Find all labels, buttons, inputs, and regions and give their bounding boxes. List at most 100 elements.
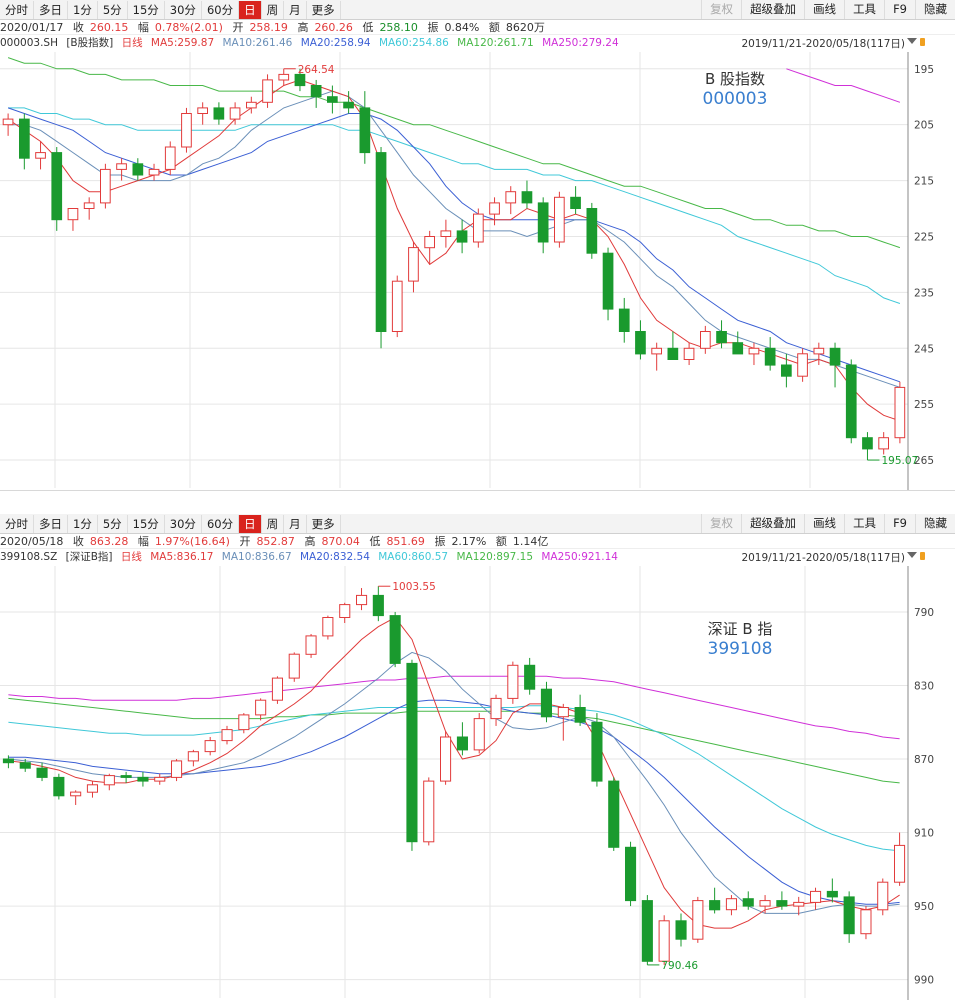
y-tick-label: 910 [914, 828, 934, 840]
ma10-line [8, 651, 900, 914]
period-button-2[interactable]: 1分 [68, 0, 98, 19]
candle-body [372, 594, 384, 617]
ma20-line [7, 107, 901, 383]
symbol-code: 399108.SZ [0, 551, 58, 563]
candle [877, 878, 889, 916]
lock-icon[interactable] [920, 552, 925, 560]
tool-button-5[interactable]: 隐藏 [915, 0, 955, 19]
candle-body [440, 230, 452, 237]
candle [70, 790, 82, 805]
candle [540, 681, 553, 723]
candle [742, 891, 754, 910]
date-range[interactable]: 2019/11/21-2020/05/18(117日) [741, 38, 905, 50]
candle-body [725, 898, 738, 911]
candle-body [490, 697, 502, 720]
y-tick-label: 225 [914, 231, 934, 243]
period-button-6[interactable]: 60分 [202, 0, 240, 19]
period-button-10[interactable]: 更多 [307, 0, 341, 19]
candle [537, 197, 549, 254]
candle [278, 68, 290, 86]
period-button-1[interactable]: 多日 [34, 514, 68, 533]
candle [810, 887, 822, 910]
period-button-9[interactable]: 月 [284, 0, 307, 19]
ma120-line [8, 697, 900, 784]
ma20-legend: MA20:832.54 [300, 551, 370, 563]
candle [826, 878, 838, 903]
candle [83, 197, 95, 220]
candle-body [692, 900, 704, 940]
period-button-0[interactable]: 分时 [0, 0, 34, 19]
candle-body [732, 342, 744, 355]
tool-button-1[interactable]: 超级叠加 [741, 0, 804, 19]
ma250-legend: MA250:279.24 [542, 37, 619, 49]
tool-button-3[interactable]: 工具 [844, 514, 884, 533]
period-button-9[interactable]: 月 [284, 514, 307, 533]
candle-body [557, 707, 569, 718]
ma60-line [8, 107, 901, 304]
candle [651, 342, 662, 371]
period-button-7[interactable]: 日 [239, 0, 262, 19]
candle-body [586, 208, 598, 254]
candle-body [797, 353, 808, 377]
tool-button-1[interactable]: 超级叠加 [741, 514, 804, 533]
lock-icon[interactable] [920, 38, 925, 46]
candle [408, 242, 419, 293]
period-button-3[interactable]: 5分 [98, 0, 128, 19]
candle [67, 208, 79, 231]
high-value: 870.04 [321, 535, 360, 548]
candle-body [221, 729, 233, 742]
period-button-2[interactable]: 1分 [68, 514, 98, 533]
date-range[interactable]: 2019/11/21-2020/05/18(117日) [741, 552, 905, 564]
candle [305, 634, 317, 658]
candle-body [327, 96, 338, 103]
candle-body [322, 617, 334, 637]
y-tick-label: 950 [914, 901, 934, 913]
period-button-8[interactable]: 周 [262, 0, 285, 19]
period-button-5[interactable]: 30分 [165, 0, 202, 19]
candle-body [187, 751, 199, 762]
period-button-5[interactable]: 30分 [165, 514, 202, 533]
period-button-0[interactable]: 分时 [0, 514, 34, 533]
tool-button-3[interactable]: 工具 [844, 0, 884, 19]
tool-button-4[interactable]: F9 [884, 0, 915, 19]
candle [148, 163, 160, 181]
period-button-4[interactable]: 15分 [128, 0, 165, 19]
candle [759, 895, 771, 914]
y-tick-label: 790 [914, 607, 934, 619]
candle [625, 841, 637, 907]
y-tick-label: 205 [914, 120, 934, 132]
candle [238, 713, 250, 734]
candle [423, 777, 435, 846]
candle-body [278, 73, 290, 81]
amplitude-value: 2.17% [451, 535, 487, 548]
dropdown-icon[interactable] [907, 38, 917, 44]
candlestick-chart-b-share-index[interactable]: 265 255 245 235 225 215 205 195 264.54 195.07 [0, 0, 955, 490]
period-type: 日线 [121, 37, 143, 49]
candle [221, 725, 233, 745]
period-button-10[interactable]: 更多 [307, 514, 341, 533]
tool-button-4[interactable]: F9 [884, 514, 915, 533]
tool-button-2[interactable]: 画线 [804, 0, 844, 19]
period-button-4[interactable]: 15分 [128, 514, 165, 533]
dropdown-icon[interactable] [907, 552, 917, 558]
candle-body [164, 146, 176, 170]
candle [327, 85, 338, 114]
tool-button-0[interactable]: 复权 [701, 0, 741, 19]
period-button-3[interactable]: 5分 [98, 514, 128, 533]
candle-body [505, 191, 517, 204]
candlestick-chart-shenzhen-b-index[interactable]: 990 950 910 870 830 790 1003.55 790.46 [0, 514, 955, 1000]
candle [700, 325, 711, 354]
candle-body [181, 113, 192, 148]
candle-body [229, 107, 241, 120]
candle-body [262, 79, 273, 103]
period-button-8[interactable]: 周 [262, 514, 285, 533]
candle-body [424, 236, 435, 249]
period-button-6[interactable]: 60分 [202, 514, 240, 533]
period-button-1[interactable]: 多日 [34, 0, 68, 19]
candle-body [759, 900, 771, 907]
tool-button-5[interactable]: 隐藏 [915, 514, 955, 533]
candle-body [408, 247, 419, 282]
period-button-7[interactable]: 日 [239, 514, 262, 533]
tool-button-0[interactable]: 复权 [701, 514, 741, 533]
tool-button-2[interactable]: 画线 [804, 514, 844, 533]
